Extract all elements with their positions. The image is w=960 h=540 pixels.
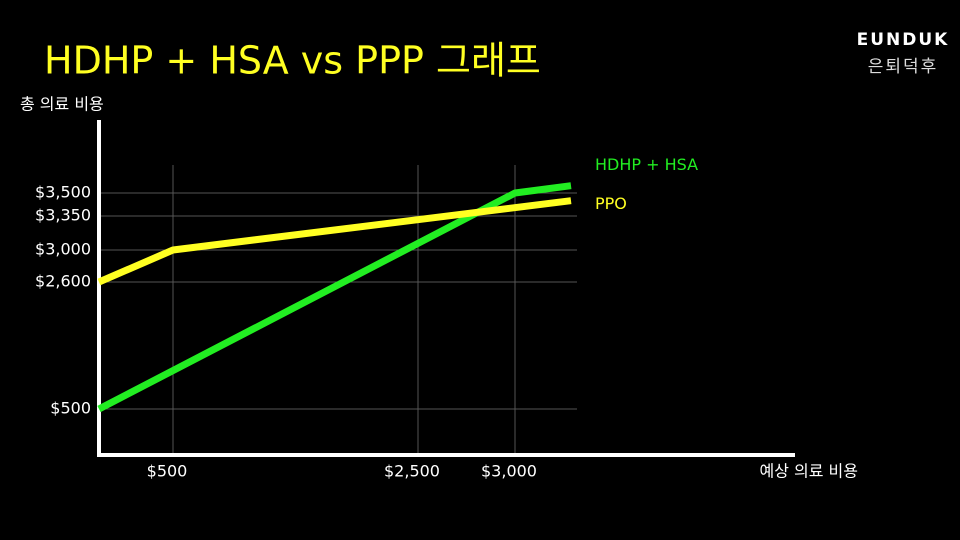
logo-sub: 은퇴덕후 [868,57,939,77]
legend-label: HDHP + HSA [595,155,698,174]
legend-label: PPO [595,194,627,213]
y-tick-label: $2,600 [35,272,91,291]
y-axis-label: 총 의료 비용 [20,95,104,114]
y-tick-label: $3,500 [35,183,91,202]
x-axis-label: 예상 의료 비용 [760,462,859,481]
logo-name: EUNDUK [857,30,950,50]
y-tick-label: $500 [50,399,91,418]
y-tick-label: $3,000 [35,240,91,259]
series-line [97,197,572,286]
x-tick-label: $2,500 [384,462,440,481]
x-tick-label: $500 [147,462,188,481]
series-line [97,182,572,413]
chart-title: HDHP + HSA vs PPP 그래프 [44,39,541,83]
y-tick-label: $3,350 [35,206,91,225]
x-tick-label: $3,000 [481,462,537,481]
